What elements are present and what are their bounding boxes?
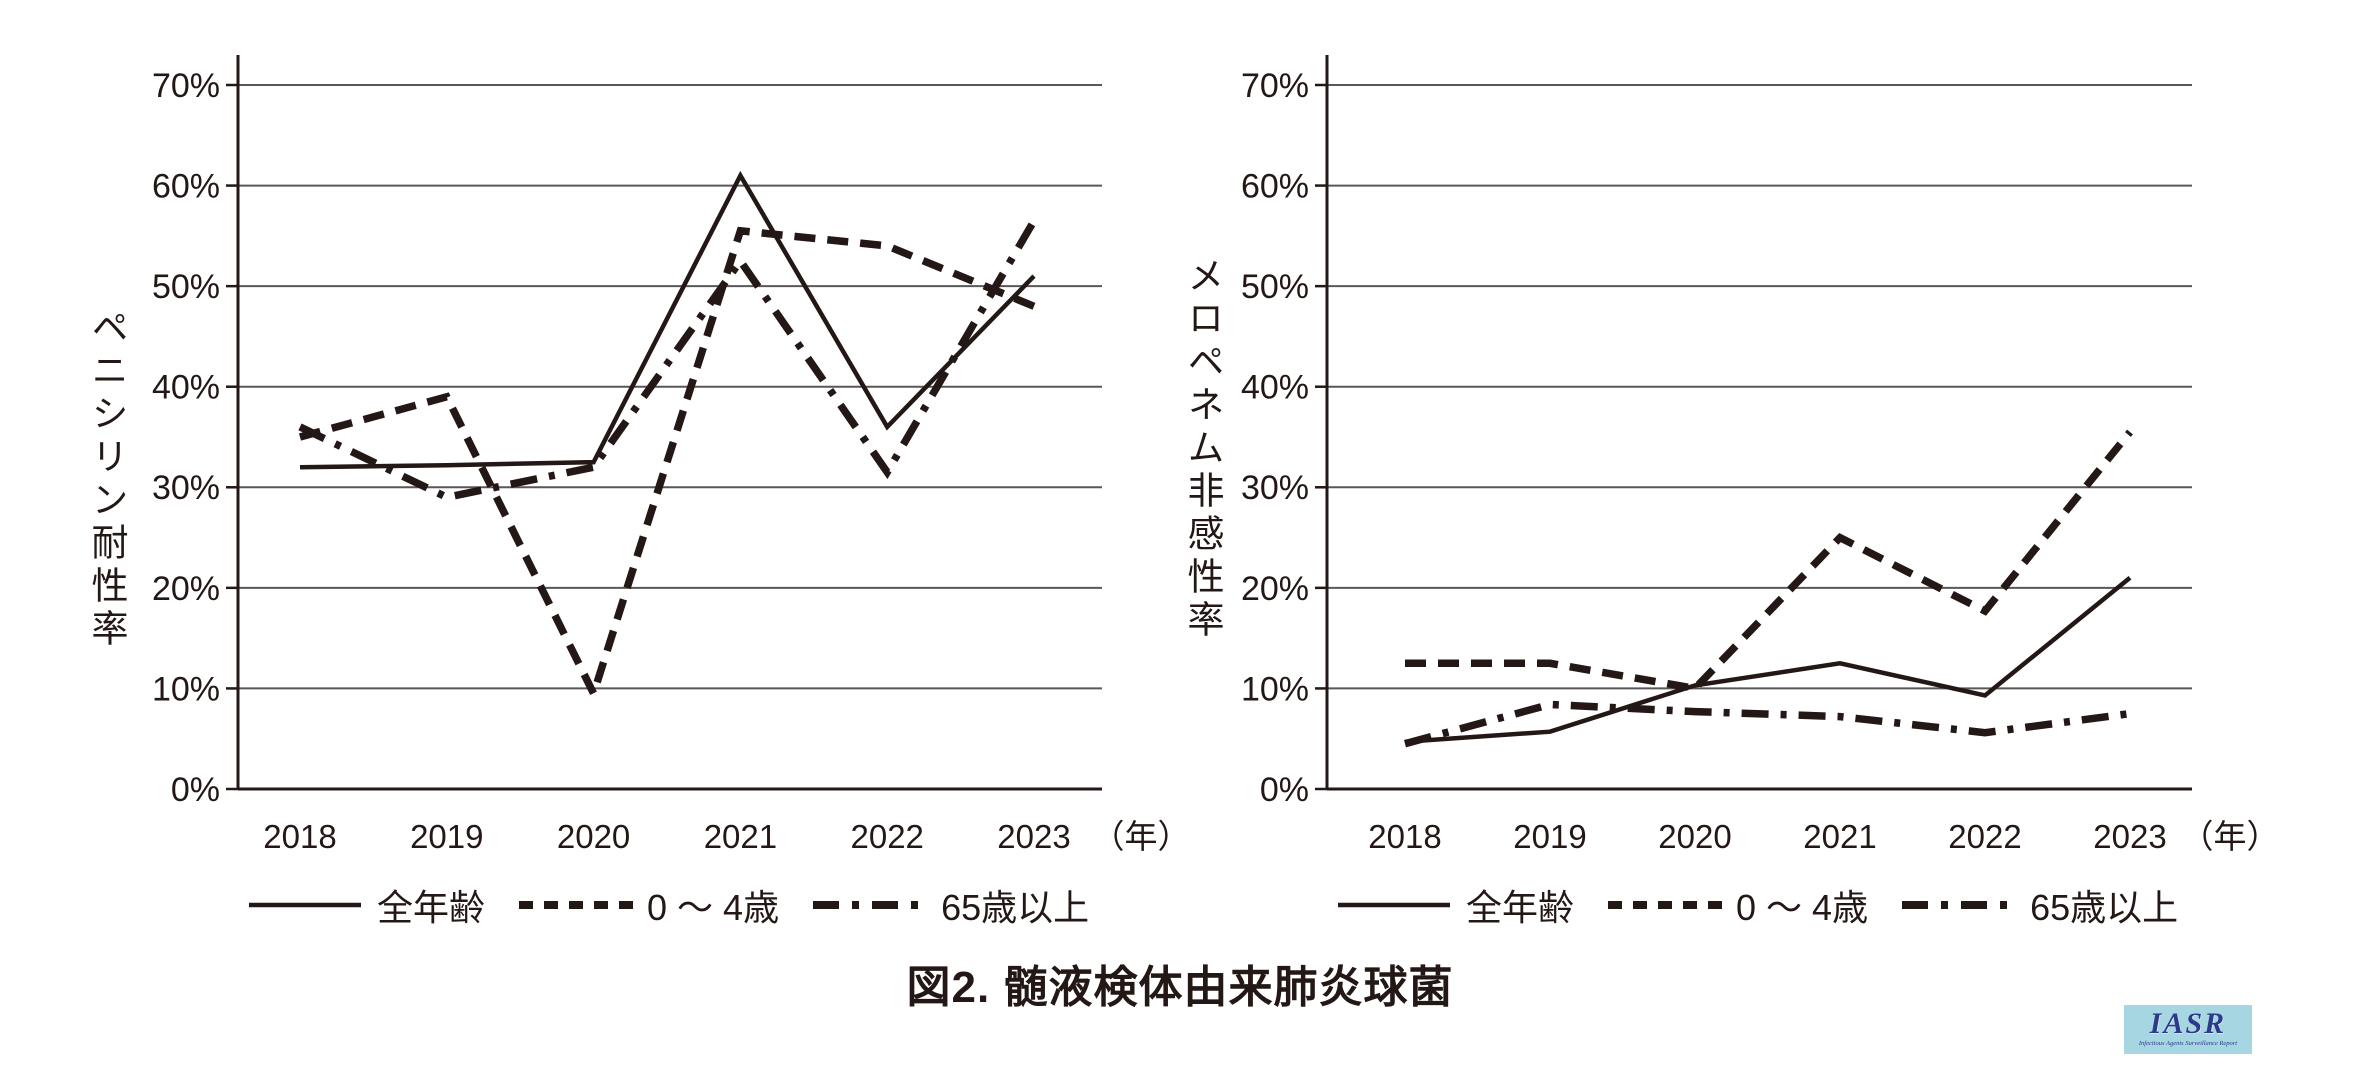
y-tick-label: 30%	[1241, 469, 1309, 507]
legend-label: 65歳以上	[941, 887, 1090, 928]
y-tick-label: 30%	[152, 469, 220, 507]
y-tick-label: 10%	[152, 670, 220, 708]
y-tick-label: 70%	[152, 67, 220, 105]
legend-item-all-ages: 全年齢	[247, 879, 485, 931]
legend-swatch-solid-icon	[249, 902, 361, 908]
legend-swatch-dashed-icon	[519, 901, 634, 909]
y-tick-label: 50%	[152, 268, 220, 306]
y-tick-label: 70%	[1241, 67, 1309, 105]
legend-item-all-ages: 全年齢	[1336, 879, 1574, 931]
legend-swatch-dashdot-icon	[1902, 901, 2017, 909]
y-tick-label: 50%	[1241, 268, 1309, 306]
y-tick-label: 10%	[1241, 670, 1309, 708]
legend-item-65-over: 65歳以上	[1900, 879, 2178, 931]
series-line-dashed	[1405, 429, 2133, 693]
figure-title: 図2. 髄液検体由来肺炎球菌	[906, 963, 1454, 1012]
legend-label: 0 〜 4歳	[647, 887, 780, 928]
x-tick-label: 2022	[850, 818, 923, 855]
x-tick-label: 2020	[1658, 818, 1731, 855]
x-tick-label: 2021	[1803, 818, 1876, 855]
x-unit-label: （年）	[1092, 818, 1191, 855]
x-unit-label: （年）	[2181, 818, 2280, 855]
iasr-logo: IASR Infectious Agents Surveillance Repo…	[2124, 1005, 2252, 1054]
legend-item-0-4: 0 〜 4歳	[1606, 879, 1868, 931]
series-line-solid	[299, 170, 1036, 470]
x-tick-label: 2018	[263, 818, 336, 855]
chart-0: 70% 60% 50% 40% 30% 20% 10% 0% 2018 2019 2020 2021 2…	[152, 55, 1191, 855]
x-tick-label: 2020	[557, 818, 630, 855]
legend-right: 全年齢 0 〜 4歳 65歳以上	[1336, 883, 2178, 928]
y-tick-label: 60%	[152, 167, 220, 205]
y-tick-label: 20%	[152, 570, 220, 608]
legend-item-65-over: 65歳以上	[811, 879, 1089, 931]
legend-swatch-dashed-icon	[1608, 901, 1723, 909]
x-tick-label: 2018	[1368, 818, 1441, 855]
y-tick-label: 0%	[171, 771, 220, 809]
legend-label: 全年齢	[1466, 887, 1575, 928]
y-tick-label: 20%	[1241, 570, 1309, 608]
y-tick-label: 40%	[152, 369, 220, 407]
series-line-solid	[1404, 576, 2132, 744]
legend-left: 全年齢 0 〜 4歳 65歳以上	[247, 883, 1089, 928]
y-tick-label: 40%	[1241, 369, 1309, 407]
legend-label: 全年齢	[377, 887, 486, 928]
legend-swatch-dashdot-icon	[813, 901, 928, 909]
legend-swatch-solid-icon	[1338, 902, 1450, 908]
iasr-logo-subtext: Infectious Agents Surveillance Report	[2138, 1040, 2238, 1047]
x-tick-label: 2019	[1513, 818, 1586, 855]
series-line-dashdot	[298, 218, 1038, 502]
x-tick-label: 2019	[410, 818, 483, 855]
y-tick-label: 0%	[1260, 771, 1309, 809]
x-tick-label: 2021	[704, 818, 777, 855]
legend-item-0-4: 0 〜 4歳	[517, 879, 779, 931]
y-tick-label: 60%	[1241, 167, 1309, 205]
legend-label: 0 〜 4歳	[1736, 887, 1869, 928]
y-axis-title-meropenem: メロペネム非感性率	[1182, 256, 1223, 643]
series-line-dashed	[299, 226, 1036, 704]
iasr-logo-text: IASR	[2149, 1007, 2227, 1040]
legend-label: 65歳以上	[2030, 887, 2179, 928]
x-tick-label: 2023	[997, 818, 1070, 855]
chart-1: 70% 60% 50% 40% 30% 20% 10% 0% 2018 2019 2020 2021 2…	[1241, 55, 2280, 855]
x-tick-label: 2023	[2093, 818, 2166, 855]
x-tick-label: 2022	[1948, 818, 2021, 855]
series-line-dashdot	[1404, 700, 2131, 748]
y-axis-title-penicillin: ペニシリン耐性率	[86, 308, 127, 652]
